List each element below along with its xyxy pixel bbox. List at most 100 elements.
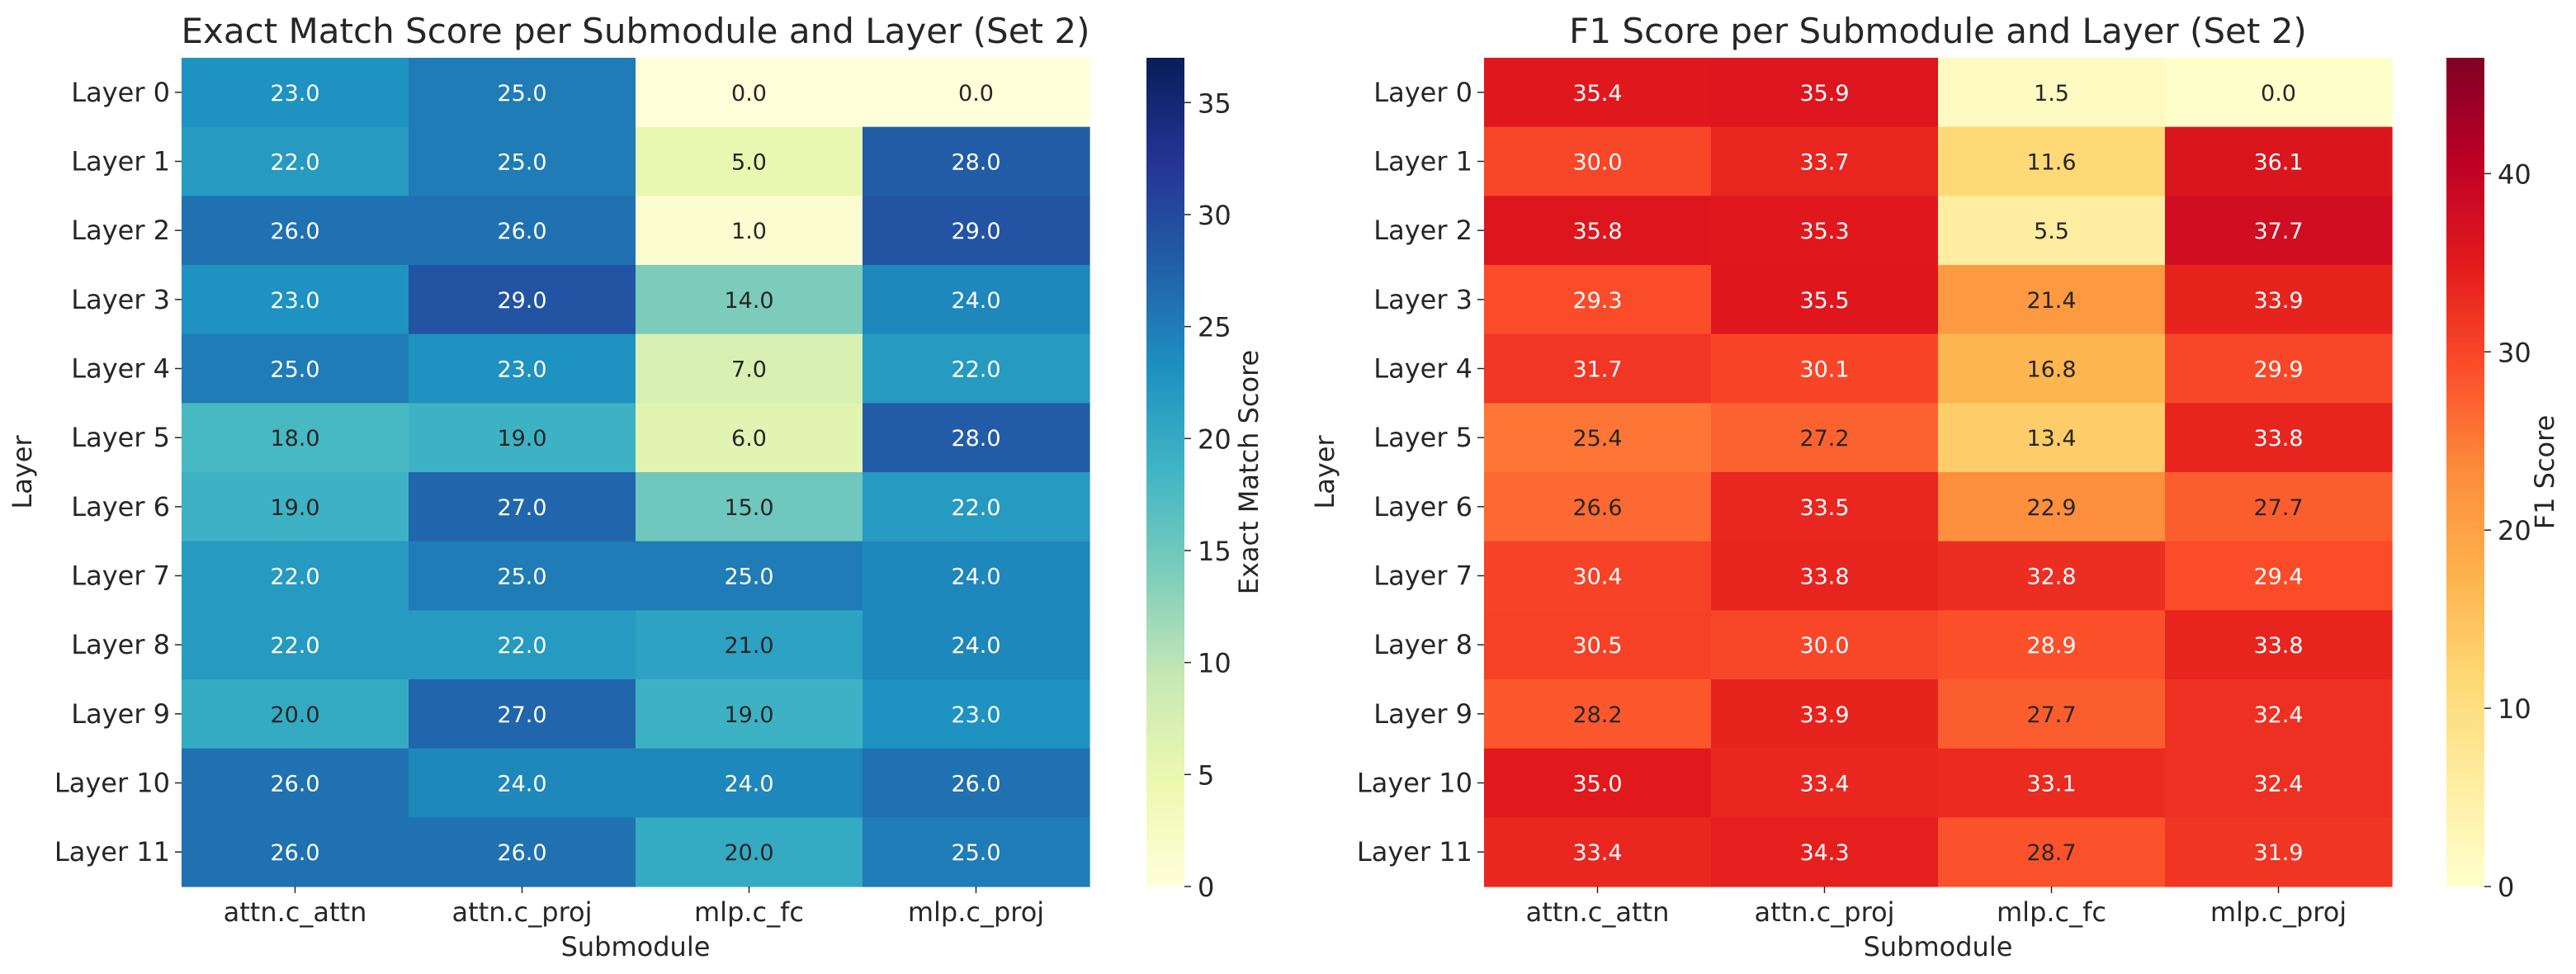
cell-value-label: 22.0 [951,495,1000,521]
heatmap-cell [1711,196,1939,266]
y-tick-label: Layer 0 [71,77,170,108]
cell-value-label: 25.0 [951,840,1000,866]
cell-value-label: 26.0 [270,772,319,797]
cell-value-label: 24.0 [724,772,773,797]
heatmap-cell [636,541,863,611]
heatmap-cell [2165,748,2393,818]
heatmap-cell [1711,610,1939,680]
y-tick-label: Layer 7 [1373,560,1472,592]
heatmap-cell [2165,58,2393,128]
x-tick-label: mlp.c_fc [694,896,804,928]
heatmap-cell [863,472,1090,542]
heatmap-cell [409,265,636,335]
cell-value-label: 20.0 [270,702,319,728]
heatmap-cell [863,403,1090,473]
y-tick-label: Layer 1 [71,146,170,177]
heatmap-cell [1484,333,1712,404]
cell-value-label: 30.4 [1572,565,1622,590]
heatmap-cell [182,541,409,611]
colorbar [2446,58,2484,887]
y-tick-label: Layer 0 [1373,77,1472,108]
colorbar [1146,58,1184,887]
x-tick-label: attn.c_attn [224,896,367,928]
heatmap-cell [636,58,863,128]
heatmap-cell [182,265,409,335]
cell-value-label: 15.0 [724,495,773,521]
heatmap-cell [636,265,863,335]
y-tick-label: Layer 9 [1373,698,1472,730]
cell-value-label: 27.2 [1799,426,1849,452]
heatmap-cell [2165,403,2393,473]
x-tick-label: attn.c_proj [1755,896,1895,928]
heatmap-cell [1938,817,2166,887]
heatmap-1: Exact Match Score per Submodule and Laye… [7,11,1264,962]
y-tick-label: Layer 5 [1373,422,1472,453]
cell-value-label: 24.0 [951,288,1000,314]
cell-value-label: 28.9 [2026,633,2076,659]
cell-value-label: 25.0 [497,81,546,106]
y-tick-label: Layer 7 [71,560,170,592]
cell-value-label: 27.7 [2026,702,2076,728]
y-tick-label: Layer 3 [1373,284,1472,315]
heatmap-cell [863,679,1090,749]
cell-value-label: 29.9 [2253,357,2303,383]
cell-value-label: 26.0 [951,772,1000,797]
heatmap-cell [1484,265,1712,335]
cell-value-label: 33.4 [1572,840,1622,866]
heatmap-2: F1 Score per Submodule and Layer (Set 2)… [1309,11,2560,962]
cell-value-label: 35.5 [1799,288,1849,314]
heatmap-cell [409,610,636,680]
cell-value-label: 25.0 [497,565,546,590]
heatmap-cell [2165,265,2393,335]
heatmap-cell [1938,58,2166,128]
heatmap-cell [1938,541,2166,611]
heatmap-cell [1938,265,2166,335]
heatmap-cell [1484,58,1712,128]
heatmap-cell [182,679,409,749]
heatmap-cell [1711,679,1939,749]
x-tick-label: attn.c_attn [1526,896,1670,928]
heatmap-cell [182,472,409,542]
cell-value-label: 31.7 [1572,357,1622,383]
heatmap-cell [2165,333,2393,404]
cell-value-label: 33.7 [1799,150,1849,176]
heatmap-cell [1484,541,1712,611]
colorbar-tick-label: 0 [1198,872,1214,903]
cell-value-label: 1.5 [2034,81,2069,106]
chart-title: F1 Score per Submodule and Layer (Set 2) [1569,11,2307,51]
colorbar-tick-label: 15 [1198,536,1231,567]
cell-value-label: 29.0 [497,288,546,314]
cell-value-label: 35.9 [1799,81,1849,106]
heatmap-cell [2165,679,2393,749]
cell-value-label: 30.0 [1572,150,1622,176]
heatmap-cell [863,126,1090,196]
heatmap-cell [2165,196,2393,266]
heatmap-cell [636,196,863,266]
cell-value-label: 26.0 [497,840,546,866]
heatmap-cell [1484,403,1712,473]
heatmap-cell [863,265,1090,335]
cell-value-label: 26.0 [270,840,319,866]
x-axis-label: Submodule [561,931,711,962]
cell-value-label: 0.0 [2261,81,2296,106]
heatmap-cell [409,541,636,611]
cell-value-label: 26.6 [1572,495,1622,521]
heatmap-cell [1484,610,1712,680]
cell-value-label: 7.0 [731,357,767,383]
heatmap-cell [409,403,636,473]
heatmap-cell [1484,126,1712,196]
cell-value-label: 33.1 [2026,772,2076,797]
y-tick-label: Layer 6 [1373,491,1472,522]
y-tick-label: Layer 9 [71,698,170,730]
heatmap-cell [2165,541,2393,611]
cell-value-label: 22.0 [270,565,319,590]
cell-value-label: 0.0 [731,81,767,106]
cell-value-label: 21.4 [2026,288,2076,314]
colorbar-tick-label: 10 [1198,648,1231,679]
y-tick-label: Layer 8 [71,629,170,660]
heatmap-cell [1711,817,1939,887]
y-tick-label: Layer 8 [1373,629,1472,660]
cell-value-label: 37.7 [2253,219,2303,244]
cell-value-label: 33.4 [1799,772,1849,797]
cell-value-label: 33.9 [1799,702,1849,728]
